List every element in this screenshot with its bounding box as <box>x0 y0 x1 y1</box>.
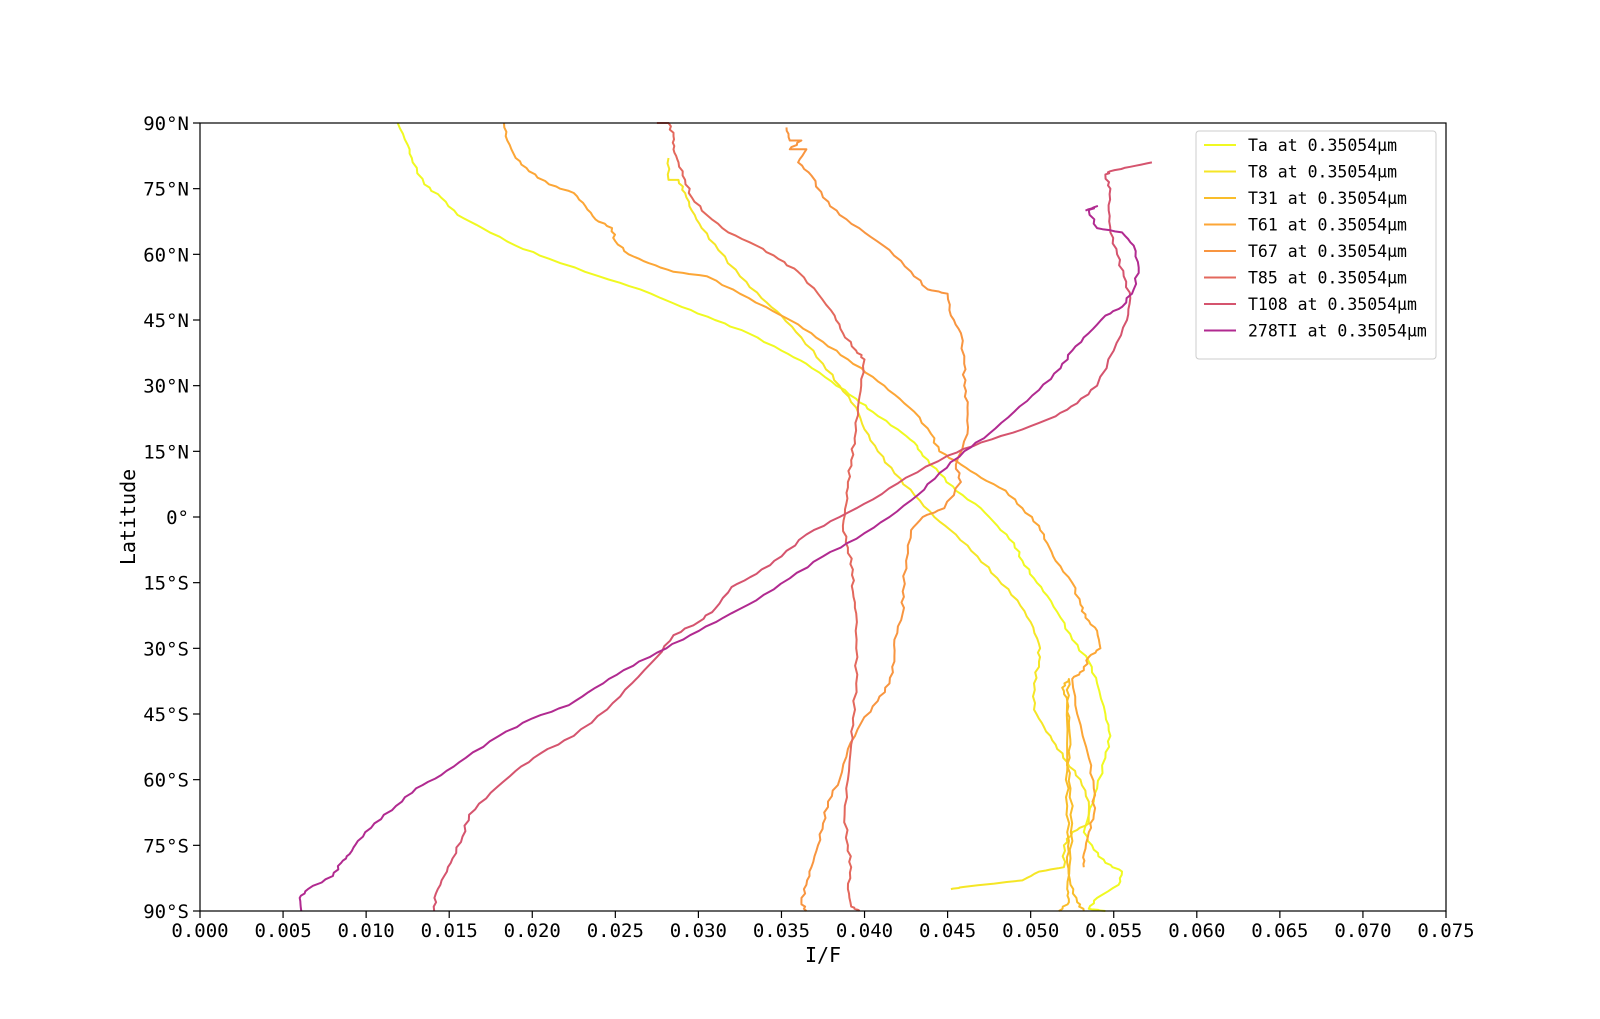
y-tick-label: 90°N <box>143 113 189 135</box>
x-tick-label: 0.070 <box>1334 920 1391 942</box>
x-tick-label: 0.065 <box>1251 920 1308 942</box>
series-line-1 <box>666 157 1090 891</box>
x-tick-label: 0.055 <box>1085 920 1142 942</box>
series-line-2 <box>1058 678 1085 912</box>
series-line-4 <box>785 127 969 912</box>
y-tick-label: 15°S <box>143 573 189 595</box>
y-tick-label: 45°N <box>143 310 189 332</box>
y-axis-label: Latitude <box>116 469 140 565</box>
y-tick-label: 45°S <box>143 704 189 726</box>
legend-entry: 278TI at 0.35054µm <box>1248 322 1427 341</box>
series-line-6 <box>432 161 1153 912</box>
legend-entry: T8 at 0.35054µm <box>1248 163 1397 182</box>
y-axis: 90°N 75°N 60°N 45°N 30°N 15°N 0° 15°S 30°S 45°S 60… <box>143 113 200 923</box>
y-tick-label: 15°N <box>143 441 189 463</box>
y-tick-label: 60°S <box>143 770 189 792</box>
x-tick-label: 0.035 <box>753 920 810 942</box>
legend: Ta at 0.35054µm T8 at 0.35054µm T31 at 0.3… <box>1195 130 1437 360</box>
y-tick-label: 0° <box>166 507 189 529</box>
series-line-5 <box>656 122 866 912</box>
series-line-3 <box>503 122 1102 868</box>
legend-entry: T108 at 0.35054µm <box>1248 295 1417 314</box>
x-tick-label: 0.030 <box>670 920 727 942</box>
series-line-7 <box>298 205 1140 912</box>
x-tick-label: 0.005 <box>254 920 311 942</box>
x-tick-label: 0.025 <box>587 920 644 942</box>
x-tick-label: 0.050 <box>1002 920 1059 942</box>
x-tick-label: 0.045 <box>919 920 976 942</box>
series-layer <box>298 122 1153 912</box>
y-tick-label: 75°N <box>143 179 189 201</box>
y-tick-label: 30°S <box>143 638 189 660</box>
x-tick-label: 0.000 <box>171 920 228 942</box>
legend-entry: Ta at 0.35054µm <box>1248 136 1397 155</box>
legend-box <box>1195 130 1437 360</box>
x-tick-label: 0.075 <box>1417 920 1474 942</box>
legend-entry: T67 at 0.35054µm <box>1248 242 1407 261</box>
y-tick-label: 75°S <box>143 835 189 857</box>
x-tick-label: 0.010 <box>338 920 395 942</box>
legend-entry: T31 at 0.35054µm <box>1248 189 1407 208</box>
y-tick-label: 60°N <box>143 244 189 266</box>
y-tick-label: 90°S <box>143 901 189 923</box>
y-tick-label: 30°N <box>143 376 189 398</box>
x-axis-label: I/F <box>805 943 841 967</box>
x-tick-label: 0.015 <box>421 920 478 942</box>
legend-entry: T61 at 0.35054µm <box>1248 216 1407 235</box>
x-axis: 0.000 0.005 0.010 0.015 0.020 0.025 0.030 0.035… <box>171 911 1475 942</box>
legend-entry: T85 at 0.35054µm <box>1248 269 1407 288</box>
x-tick-label: 0.040 <box>836 920 893 942</box>
x-tick-label: 0.060 <box>1168 920 1225 942</box>
x-tick-label: 0.020 <box>504 920 561 942</box>
